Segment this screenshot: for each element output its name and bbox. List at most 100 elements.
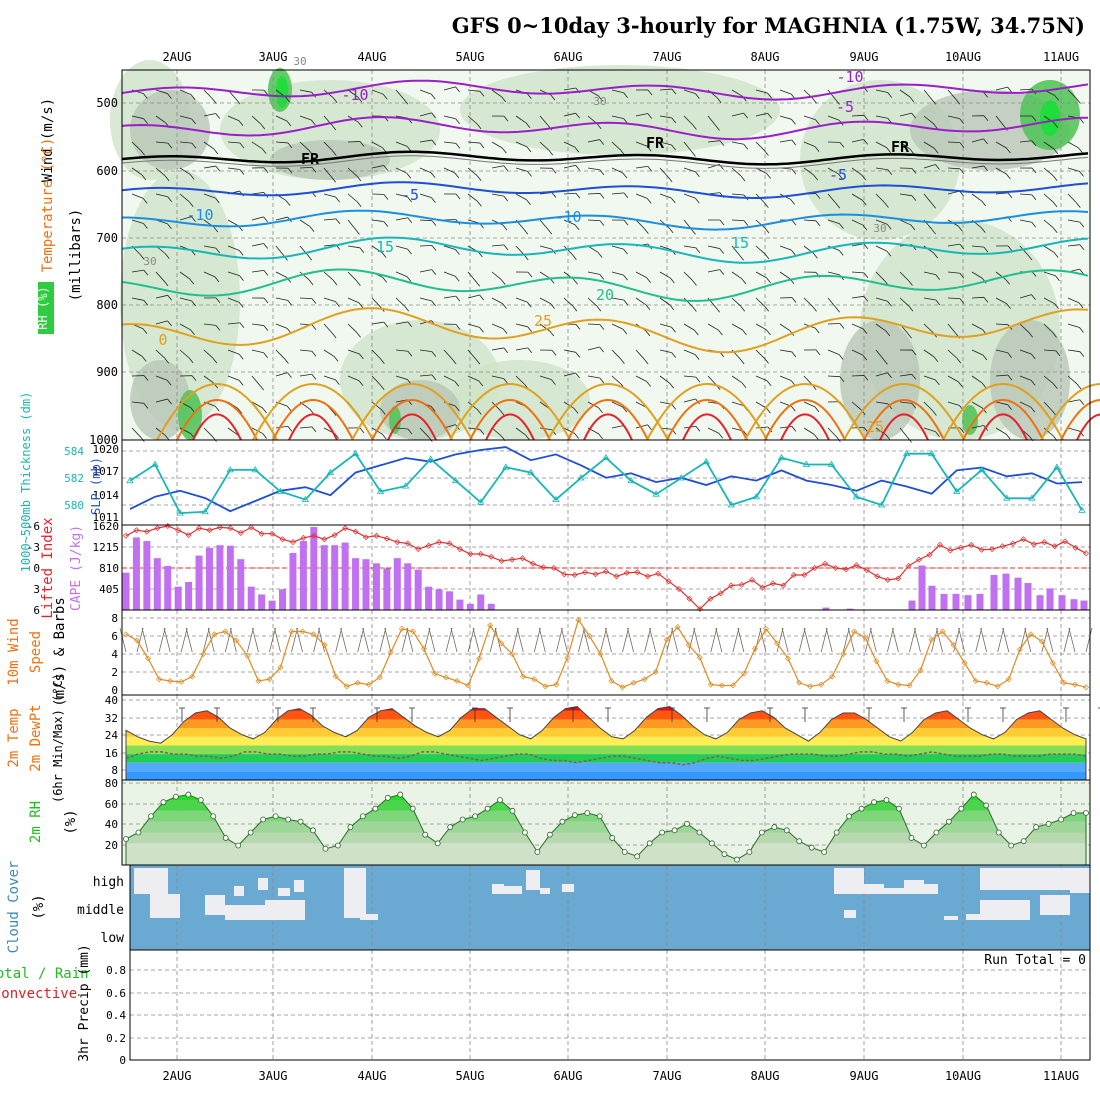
wind-barb <box>395 321 408 325</box>
wind-barb <box>443 141 456 144</box>
wind-barb-flag <box>838 173 843 180</box>
wind-barb <box>1067 297 1080 304</box>
wind-barb <box>323 349 335 357</box>
wind-barb <box>611 401 623 408</box>
wind-barb-flag <box>359 353 364 360</box>
wind-barb-flag <box>911 112 916 119</box>
wind-barb-flag <box>813 174 819 181</box>
wind-speed-marker <box>266 676 273 683</box>
rh-marker <box>384 794 391 801</box>
li-marker <box>749 576 756 583</box>
precip-ytick: 0.6 <box>106 987 126 1000</box>
wind-barb <box>875 219 888 225</box>
surface-heat-contour <box>567 399 649 441</box>
cloud-ylabel-1: Cloud Cover <box>6 861 22 954</box>
wind-barb-flag <box>479 327 484 333</box>
wind-barb-flag <box>814 406 820 413</box>
wind-barb <box>803 375 813 386</box>
li-marker <box>676 586 683 592</box>
wind-barb-flag <box>933 252 939 259</box>
rh-marker <box>260 816 267 823</box>
rh-shade <box>460 65 780 155</box>
wind-barb-flag <box>671 144 676 151</box>
wind-barb <box>635 165 648 169</box>
rh-marker <box>734 856 740 863</box>
rh-marker <box>372 805 379 812</box>
wind-barb <box>203 165 216 169</box>
wind-barb <box>443 167 456 174</box>
wind-barb-flag <box>959 298 965 304</box>
wind-barb <box>611 323 624 330</box>
rh-shade <box>450 360 590 440</box>
wind-barb-flag <box>910 224 916 231</box>
wind-barb <box>299 297 313 300</box>
wind-barb-10m <box>335 627 343 653</box>
wind-speed-marker <box>255 678 262 684</box>
wind-barb <box>875 271 885 281</box>
wind-barb <box>995 374 1008 377</box>
precip-ytick: 0.2 <box>106 1032 126 1045</box>
wind-barb-flag <box>455 86 460 93</box>
wind-barb <box>707 269 720 273</box>
cloud-block <box>1040 895 1070 915</box>
wind-barb <box>443 115 456 120</box>
wind-barb <box>683 167 696 173</box>
wind-speed-marker <box>740 670 747 677</box>
wind-barb-flag <box>671 117 677 124</box>
surface-heat-contour <box>192 413 242 441</box>
wind-barb-flag <box>143 93 148 99</box>
thickness-line-marker <box>927 449 936 457</box>
wind-barb-flag <box>551 350 557 356</box>
thickness-line-marker <box>351 449 360 457</box>
wind-barb-flag <box>357 96 363 103</box>
wind-barb-10m <box>825 627 833 653</box>
wind-barb <box>491 297 503 304</box>
contour-blue-minus5 <box>121 181 1089 199</box>
wind-barb-flag <box>359 427 365 434</box>
wind-barb <box>491 347 504 351</box>
rh-marker <box>459 816 466 823</box>
cloud-block <box>278 888 290 896</box>
wind-barb-10m <box>1002 627 1010 653</box>
cape-bar <box>964 595 972 610</box>
wind-barb-flag <box>935 164 940 170</box>
wind-barb-flag <box>142 198 148 204</box>
wind-barb-flag <box>1052 332 1057 338</box>
wind-barb-flag <box>379 384 385 391</box>
wind-barb <box>875 89 888 93</box>
wind-barb <box>539 323 550 332</box>
wind-barb <box>923 401 933 411</box>
wind-barb <box>419 297 432 302</box>
wind-barb-flag <box>239 322 245 328</box>
wind-speed-marker <box>145 655 152 662</box>
wind-barb <box>227 427 239 436</box>
wind-barb-flag <box>191 216 196 222</box>
li-marker <box>780 582 787 589</box>
wind-barb <box>395 167 407 174</box>
wind-barb-flag <box>766 329 771 336</box>
wind-barb-flag <box>335 196 340 203</box>
wind-barb <box>971 425 984 429</box>
wind-barb-flag <box>455 295 461 302</box>
wind-barb <box>1019 219 1032 223</box>
wind-barb-flag <box>167 295 173 301</box>
wind-barb <box>347 89 358 98</box>
cape-ytick: 810 <box>99 562 119 575</box>
contour-label: 30 <box>593 95 606 108</box>
li-marker <box>373 532 380 539</box>
wind-barb-flag <box>1005 433 1011 440</box>
wind-barb-flag <box>478 251 483 258</box>
rh-marker <box>883 797 890 803</box>
surface-heat-contour <box>843 383 965 441</box>
wind-speed-marker <box>398 625 405 632</box>
wind-barb <box>251 375 261 386</box>
contour-label: -5 <box>829 166 847 184</box>
wind-barb-flag <box>1053 148 1059 155</box>
wind-barb <box>611 192 624 195</box>
wind-barb-flag <box>886 224 892 230</box>
wind-barb <box>971 271 983 279</box>
wind-barb <box>515 375 525 385</box>
wind-barb <box>635 401 647 408</box>
li-marker <box>978 546 985 553</box>
wind-barb-flag <box>908 280 913 286</box>
